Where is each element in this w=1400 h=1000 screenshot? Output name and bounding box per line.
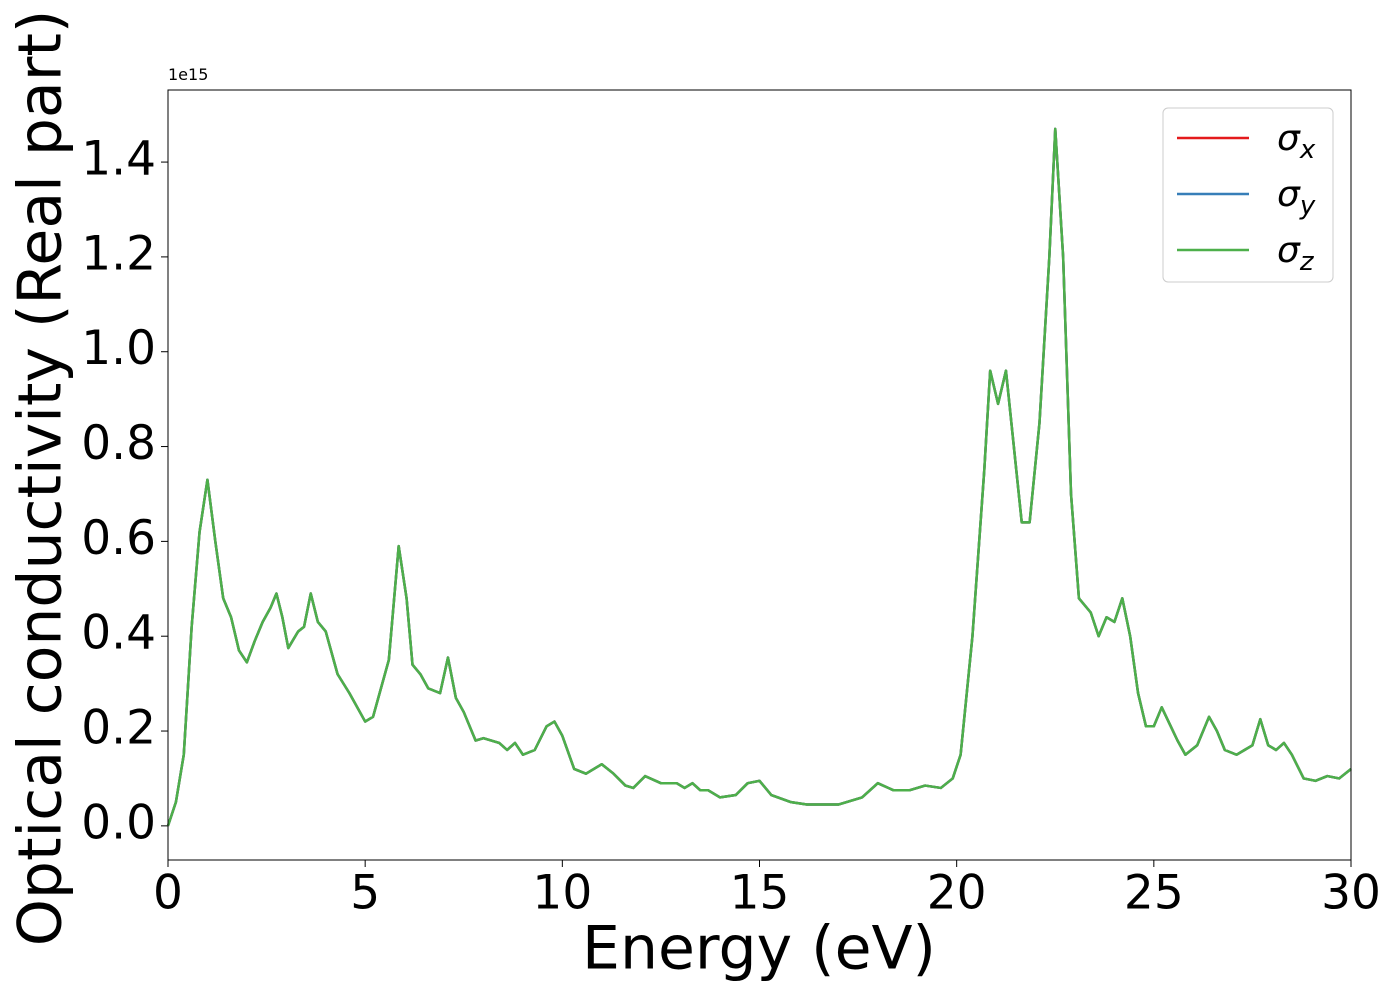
y-axis-label: Optical conductivity (Real part) — [6, 10, 76, 947]
plot-frame — [167, 89, 1352, 861]
y-tick-label: 1.0 — [81, 321, 156, 376]
y-tick-label: 0.6 — [81, 511, 156, 566]
x-tick-label: 10 — [532, 866, 592, 921]
x-tick-label: 20 — [927, 866, 987, 921]
x-tick-label: 0 — [153, 866, 183, 921]
x-tick-label: 15 — [730, 866, 790, 921]
x-tick-label: 30 — [1321, 866, 1381, 921]
legend-label: σx — [1277, 118, 1316, 165]
x-tick-label: 25 — [1124, 866, 1184, 921]
legend-label: σy — [1277, 174, 1316, 221]
y-tick-label: 0.0 — [81, 795, 156, 850]
y-tick-label: 0.8 — [81, 416, 156, 471]
x-tick-label: 5 — [350, 866, 380, 921]
y-tick-label: 0.2 — [81, 701, 156, 756]
legend-label: σz — [1277, 230, 1315, 277]
y-tick-label: 1.4 — [81, 132, 156, 187]
y-offset-label: 1e15 — [168, 65, 208, 84]
y-tick-label: 1.2 — [81, 226, 156, 281]
x-axis-label: Energy (eV) — [582, 914, 936, 984]
y-tick-label: 0.4 — [81, 606, 156, 661]
series-line — [166, 127, 1352, 827]
